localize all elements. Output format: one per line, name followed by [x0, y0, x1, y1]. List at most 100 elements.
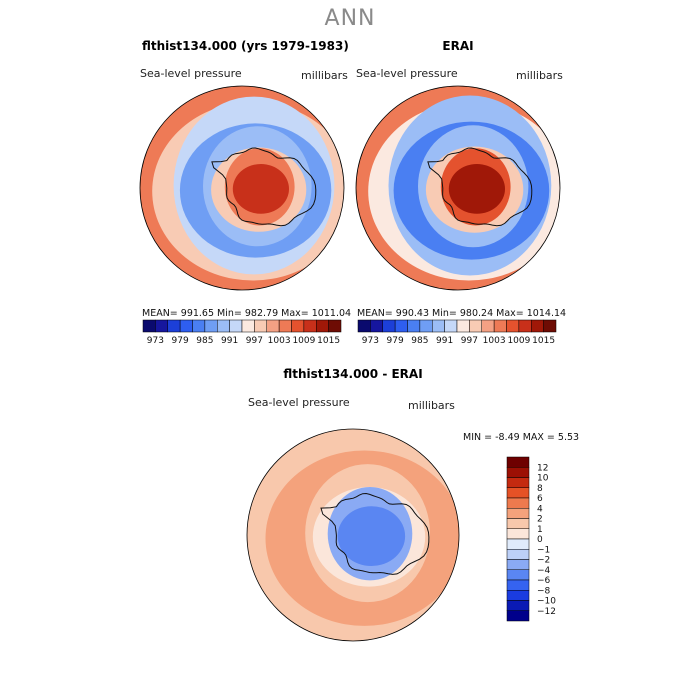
stats-text: MEAN= 990.43 Min= 980.24 Max= 1014.14 [357, 308, 567, 319]
map-model-slp [140, 86, 344, 290]
colorbar-tick-label: 991 [436, 336, 453, 346]
colorbar-swatch [506, 590, 530, 601]
colorbar-swatch [506, 319, 520, 333]
colorbar-tick-label: 10 [537, 474, 549, 484]
colorbar-tick-label: 1003 [483, 336, 506, 346]
colorbar-swatch [229, 319, 243, 333]
panel-title: flthist134.000 - ERAI [283, 367, 423, 381]
colorbar-tick-label: −1 [537, 545, 550, 555]
colorbar-swatch [155, 319, 169, 333]
colorbar-swatch [370, 319, 384, 333]
colorbar-tick-label: 1 [537, 525, 543, 535]
coastline [211, 147, 317, 227]
colorbar-tick-label: 1009 [507, 336, 530, 346]
colorbar-swatch [506, 569, 530, 581]
colorbar-swatch [382, 319, 396, 333]
colorbar-swatch [432, 319, 445, 333]
map-border [355, 85, 561, 291]
colorbar-tick-label: −12 [537, 607, 556, 617]
colorbar-swatch [254, 319, 268, 333]
colorbar-tick-label: 979 [172, 336, 189, 346]
colorbar-swatch [444, 319, 458, 333]
colorbar-swatch [303, 319, 317, 333]
map-erai-slp [356, 86, 560, 290]
stats-text: MIN = -8.49 MAX = 5.53 [463, 432, 580, 443]
colorbar-swatch [518, 319, 532, 333]
colorbar-swatch [469, 319, 483, 333]
colorbar-tick-label: 2 [537, 515, 543, 525]
colorbar-tick-label: 979 [387, 336, 404, 346]
colorbar-swatch [506, 477, 530, 488]
panel-title: ERAI [442, 39, 474, 53]
colorbar-swatch [192, 319, 206, 333]
colorbar-swatch [217, 319, 230, 333]
colorbar-swatch [506, 610, 530, 622]
variable-label: Sea-level pressure [356, 67, 458, 80]
colorbar-tick-label: 1015 [317, 336, 340, 346]
colorbar-swatch [241, 319, 255, 333]
contour-band [448, 164, 505, 214]
colorbar-swatch [506, 559, 530, 570]
colorbar-swatch [204, 319, 218, 333]
map-border [246, 428, 460, 642]
coastline [320, 492, 430, 575]
colorbar-swatch [419, 319, 433, 333]
colorbar-tick-label: 991 [221, 336, 238, 346]
colorbar-swatch [316, 319, 329, 333]
colorbar-swatch [506, 487, 530, 499]
coastline [427, 147, 533, 227]
colorbar-tick-label: −4 [537, 566, 551, 576]
colorbar-swatch [506, 456, 530, 468]
colorbar-tick-label: −10 [537, 597, 556, 607]
units-label: millibars [516, 69, 563, 82]
colorbar-tick-label: 8 [537, 484, 543, 494]
colorbar-tick-label: 4 [537, 504, 543, 514]
colorbar-swatch [394, 319, 408, 333]
units-label: millibars [301, 69, 348, 82]
colorbar-tick-label: −6 [537, 576, 551, 586]
season-title: ANN [324, 6, 376, 31]
colorbar-swatch [506, 579, 530, 591]
colorbar-swatch [167, 319, 181, 333]
colorbar-swatch [328, 319, 342, 333]
colorbar-tick-label: 997 [461, 336, 478, 346]
colorbar-tick-label: 985 [196, 336, 213, 346]
colorbar-swatch [266, 319, 280, 333]
stats-text: MEAN= 991.65 Min= 982.79 Max= 1011.04 [142, 308, 352, 319]
colorbar-swatch [291, 319, 305, 333]
colorbar-swatch [179, 319, 193, 333]
colorbar-tick-label: −2 [537, 556, 550, 566]
colorbar-swatch [142, 319, 156, 333]
colorbar-tick-label: 12 [537, 463, 548, 473]
map-difference-slp [247, 429, 459, 641]
colorbar-swatch [506, 508, 530, 519]
colorbar-swatch [407, 319, 421, 333]
colorbar-tick-label: 973 [362, 336, 379, 346]
map-border [139, 85, 345, 291]
colorbar-swatch [506, 600, 530, 611]
colorbar-tick-label: 1003 [268, 336, 291, 346]
colorbar-swatch [543, 319, 557, 333]
colorbar-swatch [506, 467, 530, 478]
variable-label: Sea-level pressure [140, 67, 242, 80]
colorbar-tick-label: 973 [147, 336, 164, 346]
colorbar-swatch [493, 319, 507, 333]
colorbar-swatch [531, 319, 544, 333]
colorbar-swatch [357, 319, 371, 333]
contour-band [337, 506, 406, 566]
colorbar-tick-label: 997 [246, 336, 263, 346]
variable-label: Sea-level pressure [248, 396, 350, 409]
colorbar-swatch [456, 319, 470, 333]
units-label: millibars [408, 399, 455, 412]
colorbar-swatch [506, 538, 530, 550]
colorbar-swatch [278, 319, 292, 333]
colorbar-swatch [481, 319, 495, 333]
contour-band [232, 164, 289, 214]
colorbars: 973 979 985 991 997 1003 1009 1015 973 979 985 991 9… [142, 319, 557, 622]
colorbar-swatch [506, 528, 530, 540]
colorbar-swatch [506, 549, 530, 560]
colorbar-tick-label: −8 [537, 586, 551, 596]
colorbar-tick-label: 0 [537, 535, 543, 545]
colorbar-tick-label: 1015 [532, 336, 555, 346]
